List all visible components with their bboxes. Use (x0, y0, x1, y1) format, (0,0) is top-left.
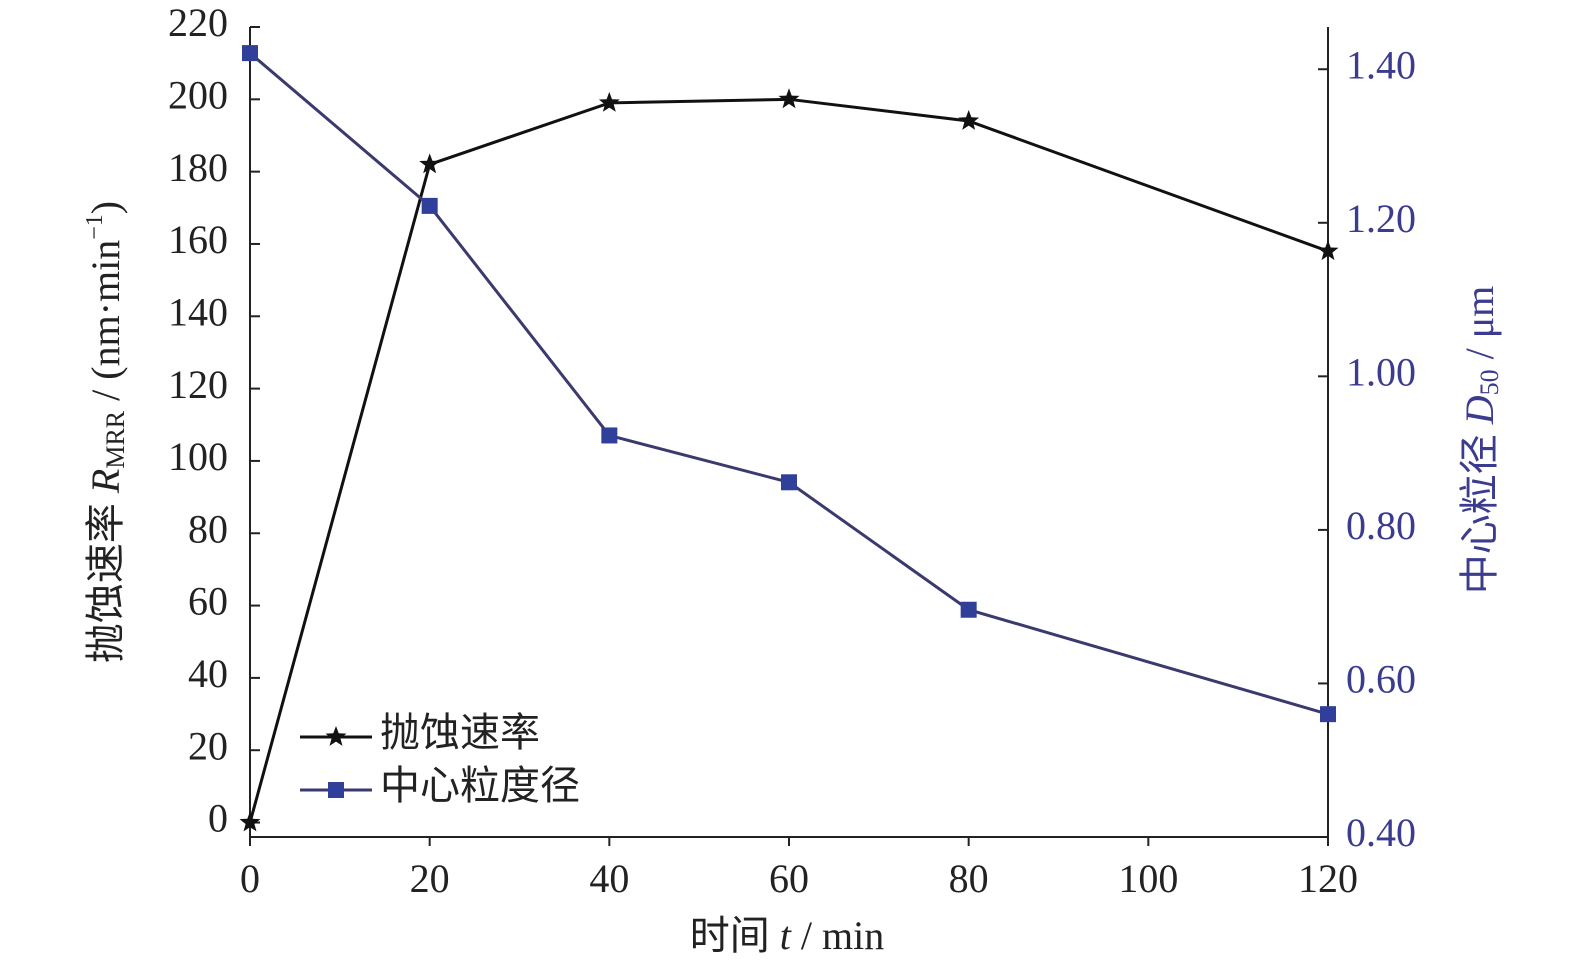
y-tick-label: 0 (208, 796, 228, 841)
marker (781, 474, 797, 491)
marker (239, 811, 261, 832)
marker (601, 427, 618, 444)
y-label-prefix: 抛蚀速率 (83, 493, 128, 663)
y2-tick-label: 1.00 (1346, 350, 1416, 395)
legend-label: 中心粒度径 (380, 763, 580, 808)
y-tick-label: 180 (168, 145, 228, 190)
y-tick-label: 140 (168, 289, 228, 334)
y-label-end: ) (83, 201, 128, 214)
marker (960, 601, 977, 618)
legend-marker (325, 726, 347, 746)
marker (242, 45, 258, 62)
legend-marker (328, 782, 344, 798)
marker (598, 91, 620, 112)
y-tick-label: 60 (188, 579, 228, 624)
marker (778, 88, 800, 109)
x-tick-label: 100 (1118, 856, 1178, 901)
y2-tick-label: 1.20 (1346, 196, 1416, 241)
marker (421, 197, 438, 214)
marker (419, 153, 441, 174)
x-tick-label: 60 (769, 856, 809, 901)
y-tick-label: 20 (188, 723, 228, 768)
x-label-symbol: t (780, 913, 792, 958)
x-tick-label: 20 (410, 856, 450, 901)
series-line (248, 97, 1329, 823)
y2-axis-label: 中心粒径 D50 / μm (1457, 286, 1504, 595)
y-tick-label: 200 (168, 72, 228, 117)
x-label-suffix: / min (791, 913, 884, 958)
legend-label: 抛蚀速率 (380, 710, 540, 755)
x-tick-label: 40 (589, 856, 629, 901)
y-label-superscript: −1 (82, 214, 108, 240)
x-label-prefix: 时间 (690, 913, 780, 958)
y-tick-label: 40 (188, 651, 228, 696)
y2-tick-label: 1.40 (1346, 42, 1416, 87)
y-tick-label: 100 (168, 434, 228, 479)
y2-label-symbol: D (1457, 395, 1502, 425)
x-axis-label: 时间 t / min (690, 913, 884, 958)
marker (1320, 706, 1336, 723)
x-tick-label: 0 (240, 856, 260, 901)
series-line (249, 51, 1329, 716)
y2-tick-label: 0.40 (1346, 810, 1416, 855)
y-label-suffix: / (nm·min (83, 240, 128, 411)
x-tick-label: 120 (1298, 856, 1358, 901)
x-tick-label: 80 (949, 856, 989, 901)
y-tick-label: 220 (168, 0, 228, 45)
marker (1317, 240, 1339, 261)
y-label-symbol: R (83, 469, 128, 494)
y2-tick-label: 0.80 (1346, 503, 1416, 548)
y-label-subscript: MRR (101, 410, 130, 468)
y-tick-label: 80 (188, 506, 228, 551)
y2-label-prefix: 中心粒径 (1457, 424, 1502, 594)
y2-label-suffix: / μm (1457, 286, 1502, 370)
y2-tick-label: 0.60 (1346, 657, 1416, 702)
y-tick-label: 160 (168, 217, 228, 262)
y2-label-subscript: 50 (1475, 369, 1504, 395)
y-tick-label: 120 (168, 362, 228, 407)
y-axis-label: 抛蚀速率 RMRR / (nm·min−1) (82, 201, 130, 663)
marker (958, 110, 980, 130)
